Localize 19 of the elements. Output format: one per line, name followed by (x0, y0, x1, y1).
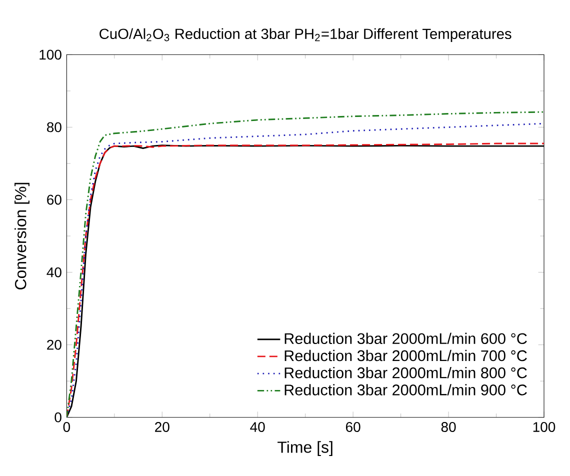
legend-label: Reduction 3bar 2000mL/min 600 °C (284, 332, 527, 344)
x-axis-title: Time [s] (278, 441, 332, 456)
x-tick-label: 0 (63, 422, 70, 432)
legend-label: Reduction 3bar 2000mL/min 900 °C (284, 384, 527, 396)
chart-title: CuO/Al$_{2}$O$_{3}$ Reduction at 3bar PH$_{2}$=1bar Different Temperatures (100, 28, 512, 42)
y-tick-label: 60 (47, 194, 62, 205)
legend-label: Reduction 3bar 2000mL/min 800 °C (284, 367, 527, 378)
y-tick-label: 40 (46, 267, 62, 278)
x-tick-label: 60 (346, 422, 360, 432)
legend-label: Reduction 3bar 2000mL/min 700 °C (284, 350, 527, 362)
y-tick-label: 80 (46, 122, 62, 132)
x-tick-label: 40 (250, 422, 265, 432)
y-tick-label: 20 (47, 340, 62, 350)
x-tick-label: 80 (441, 422, 456, 432)
y-tick-label: 100 (40, 50, 62, 60)
x-tick-label: 100 (533, 422, 556, 432)
y-axis-title: Conversion [%] (14, 182, 30, 290)
x-tick-label: 20 (155, 422, 170, 432)
y-tick-label: 0 (54, 412, 62, 422)
